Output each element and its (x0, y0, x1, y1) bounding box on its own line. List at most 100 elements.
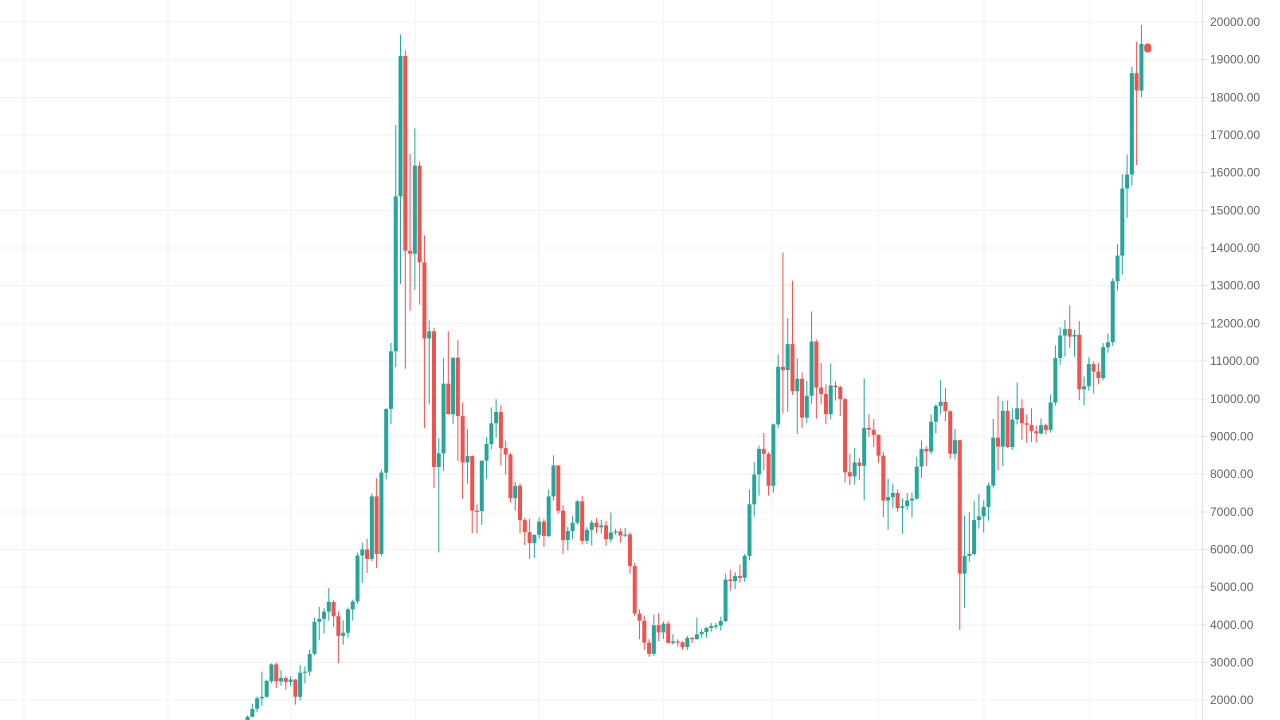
candle-body (431, 331, 436, 467)
candle (771, 423, 776, 493)
candle (556, 465, 561, 514)
candle (484, 436, 489, 479)
candle-body (761, 448, 766, 454)
candle-body (709, 626, 714, 628)
price-axis-label: 19000.00 (1210, 53, 1260, 67)
candle-body (369, 496, 374, 559)
candle-wick (968, 512, 970, 562)
candle (776, 354, 781, 429)
candle (1105, 333, 1110, 353)
candle-body (527, 532, 532, 544)
price-axis-label: 11000.00 (1210, 354, 1259, 368)
candle-body (326, 601, 331, 612)
price-axis-label: 7000.00 (1210, 505, 1254, 519)
candle-wick (323, 607, 325, 634)
candle-wick (409, 153, 411, 311)
candle-body (518, 485, 523, 521)
candle-body (1000, 410, 1005, 447)
candle-body (1125, 174, 1130, 189)
candle-body (470, 456, 475, 511)
candle (384, 408, 389, 480)
candle (1115, 244, 1120, 291)
candle-body (933, 405, 938, 422)
candle-body (355, 555, 360, 602)
candle-wick (925, 446, 927, 467)
candle-body (1101, 347, 1106, 379)
candle-body (642, 620, 647, 643)
price-axis-label: 17000.00 (1210, 128, 1260, 142)
candle (843, 397, 848, 483)
current-price-dot (1144, 43, 1152, 53)
candle (575, 499, 580, 525)
candle-body (823, 393, 828, 415)
candle-wick (1035, 425, 1037, 443)
candle-body (1053, 358, 1058, 403)
candle-body (1058, 335, 1063, 359)
candle-body (943, 401, 948, 412)
candle (766, 452, 771, 496)
candle (905, 493, 910, 510)
candle (723, 574, 728, 622)
candle (283, 676, 288, 690)
candle (360, 542, 365, 583)
candle-wick (261, 671, 263, 706)
candle-body (494, 412, 499, 424)
candle (307, 649, 312, 676)
candle-wick (624, 528, 626, 537)
price-axis-label: 6000.00 (1210, 543, 1254, 557)
candle (690, 636, 695, 643)
candle-body (847, 472, 852, 477)
candle (1058, 327, 1063, 365)
candle-body (909, 498, 914, 501)
candle-body (685, 638, 690, 647)
candle-body (388, 351, 393, 409)
candle (742, 554, 747, 582)
candle (551, 455, 556, 501)
candle-wick (318, 606, 320, 640)
candle (513, 482, 518, 511)
candle (403, 50, 408, 369)
candle-body (637, 613, 642, 621)
candle (1039, 418, 1044, 435)
candle-body (737, 575, 742, 578)
candle-body (1082, 386, 1087, 390)
candle-body (1139, 43, 1144, 91)
candle-body (1034, 431, 1039, 434)
candle-body (379, 472, 384, 554)
candle-wick (533, 534, 535, 558)
price-axis-label: 15000.00 (1210, 203, 1260, 217)
candle (675, 639, 680, 647)
candle (498, 404, 503, 466)
candle (752, 462, 757, 517)
candle-body (996, 437, 1001, 447)
price-axis[interactable]: 20000.00 19000.00 18000.00 17000.00 16000.00… (1202, 0, 1280, 720)
candle (470, 455, 475, 534)
candle-body (417, 165, 422, 263)
candle-body (795, 378, 800, 392)
candle-body (938, 401, 943, 406)
candle-body (599, 525, 604, 528)
candle (976, 494, 981, 529)
candle-wick (438, 438, 440, 553)
candle (728, 569, 733, 591)
candle (938, 379, 943, 415)
candle (494, 399, 499, 438)
candle (972, 500, 977, 556)
candle (479, 460, 484, 525)
price-axis-background[interactable] (1202, 0, 1280, 720)
candle (852, 447, 857, 485)
candle (651, 614, 656, 656)
candle-body (991, 437, 996, 486)
candle (991, 419, 996, 488)
candle-wick (820, 363, 822, 405)
candle (699, 629, 704, 638)
candle-body (546, 496, 551, 536)
candle-body (718, 621, 723, 626)
price-axis-label: 20000.00 (1210, 15, 1260, 29)
candle (1139, 25, 1144, 98)
candle (1043, 423, 1048, 435)
candle-body (890, 493, 895, 498)
candle-body (350, 601, 355, 610)
